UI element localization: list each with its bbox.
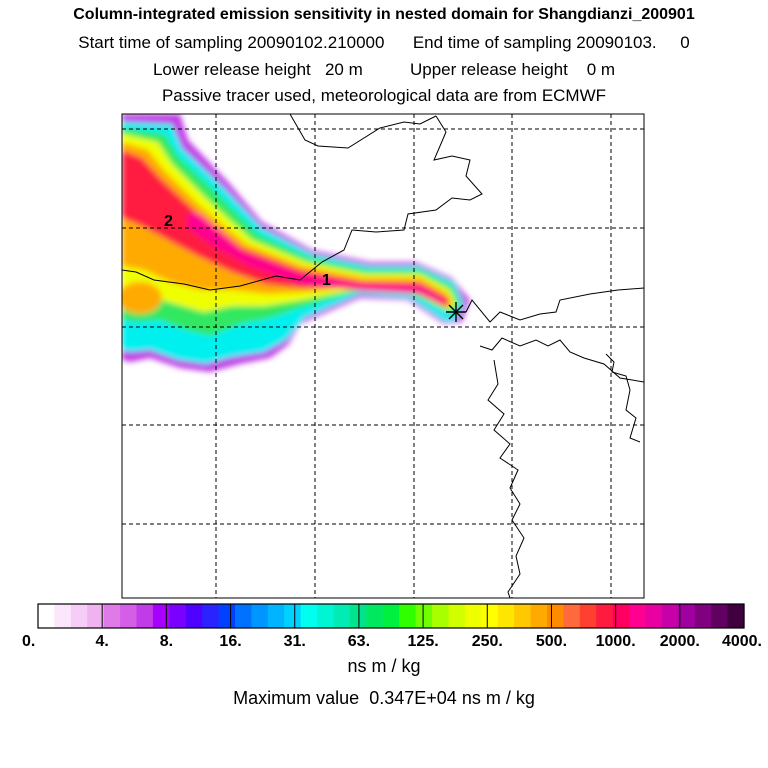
colorbar-cell: [136, 604, 154, 628]
coastline-south: [487, 359, 525, 598]
colorbar-cell: [514, 604, 532, 628]
release-height-line: Lower release height 20 m Upper release …: [0, 60, 768, 80]
field-orange-blob-west: [122, 282, 162, 314]
colorbar-cell: [218, 604, 236, 628]
colorbar-cell: [284, 604, 302, 628]
field-orange: [122, 142, 452, 308]
colorbar-cell: [300, 604, 318, 628]
colorbar-cell: [727, 604, 745, 628]
colorbar-cell: [497, 604, 515, 628]
end-suffix: 0: [680, 33, 690, 52]
colorbar-tick-label: 125.: [408, 633, 439, 650]
colorbar-cell: [120, 604, 138, 628]
colorbar-cell: [317, 604, 335, 628]
colorbar-cell: [202, 604, 220, 628]
border-line-north: [289, 114, 437, 149]
sampling-time-line: Start time of sampling 20090102.210000 E…: [0, 33, 768, 53]
colorbar-tick-label: 4.: [96, 633, 109, 650]
colorbar-cell: [87, 604, 105, 628]
colorbar-cell: [546, 604, 564, 628]
colorbar-cells: [38, 604, 745, 628]
max-value-label: Maximum value: [233, 688, 360, 708]
colorbar-cell: [382, 604, 400, 628]
colorbar-dividers: [101, 604, 681, 628]
colorbar-tick-label: 16.: [219, 633, 241, 650]
maximum-value-line: Maximum value 0.347E+04 ns m / kg: [0, 688, 768, 709]
colorbar-cell: [70, 604, 88, 628]
colorbar-tick-label: 8.: [160, 633, 173, 650]
start-value: 20090102.210000: [247, 33, 385, 52]
grid-lines: [122, 114, 644, 598]
coastline-shandong: [479, 337, 644, 383]
upper-label: Upper release height: [409, 60, 568, 79]
start-label: Start time of sampling: [78, 33, 243, 52]
receptor-marker: [446, 302, 466, 322]
colorbar-cell: [399, 604, 417, 628]
coastline-korea: [605, 353, 641, 443]
colorbar-cell: [103, 604, 121, 628]
colorbar-cell: [152, 604, 170, 628]
colorbar-cell: [481, 604, 499, 628]
colorbar-cell: [711, 604, 729, 628]
map-frame: [121, 113, 645, 599]
coastlines-borders: [122, 114, 644, 598]
colorbar-tick-label: 1000.: [596, 633, 636, 650]
max-value: 0.347E+04: [369, 688, 457, 708]
end-label: End time of sampling: [412, 33, 572, 52]
colorbar-cell: [678, 604, 696, 628]
trajectory-label-2: 2: [164, 213, 173, 230]
colorbar-cell: [38, 604, 56, 628]
colorbar-cell: [530, 604, 548, 628]
colorbar-cell: [661, 604, 679, 628]
sensitivity-field: [122, 114, 470, 372]
map-panel: 1 2: [121, 113, 645, 599]
colorbar-tick-labels: 0. 4. 8. 16. 31. 63. 125. 250. 500. 1000. 2000. 400…: [22, 633, 762, 650]
colorbar-cell: [267, 604, 285, 628]
colorbar-tick-label: 63.: [348, 633, 370, 650]
lower-value: 20 m: [324, 60, 363, 79]
colorbar-cell: [629, 604, 647, 628]
colorbar-cell: [415, 604, 433, 628]
colorbar: 0. 4. 8. 16. 31. 63. 125. 250. 500. 1000. 2000. 400…: [22, 603, 762, 650]
colorbar-tick-label: 4000.: [722, 633, 762, 650]
chart-title: Column-integrated emission sensitivity i…: [73, 6, 695, 23]
colorbar-cell: [432, 604, 450, 628]
tracer-note: Passive tracer used, meteorological data…: [161, 86, 607, 105]
colorbar-cell: [612, 604, 630, 628]
colorbar-cell: [579, 604, 597, 628]
field-magenta-core: [188, 212, 446, 304]
coastline-bohai: [465, 287, 644, 323]
colorbar-cell: [333, 604, 351, 628]
colorbar-cell: [464, 604, 482, 628]
colorbar-tick-label: 0.: [22, 633, 35, 650]
trajectory-label-1: 1: [322, 272, 331, 289]
colorbar-cell: [185, 604, 203, 628]
colorbar-cell: [563, 604, 581, 628]
colorbar-cell: [235, 604, 253, 628]
colorbar-cell: [448, 604, 466, 628]
colorbar-cell: [169, 604, 187, 628]
colorbar-cell: [54, 604, 72, 628]
colorbar-cell: [645, 604, 663, 628]
colorbar-frame: [37, 603, 745, 629]
colorbar-tick-label: 500.: [536, 633, 567, 650]
colorbar-tick-label: 2000.: [660, 633, 700, 650]
upper-value: 0 m: [586, 60, 616, 79]
max-value-unit: ns m / kg: [461, 688, 535, 708]
colorbar-unit: ns m / kg: [347, 656, 421, 676]
colorbar-cell: [596, 604, 614, 628]
colorbar-cell: [694, 604, 712, 628]
colorbar-cell: [366, 604, 384, 628]
colorbar-tick-label: 31.: [284, 633, 306, 650]
lower-label: Lower release height: [152, 60, 311, 79]
colorbar-tick-label: 250.: [472, 633, 503, 650]
end-value: 20090103.: [576, 33, 657, 52]
colorbar-cell: [251, 604, 269, 628]
border-line-east: [122, 115, 483, 291]
